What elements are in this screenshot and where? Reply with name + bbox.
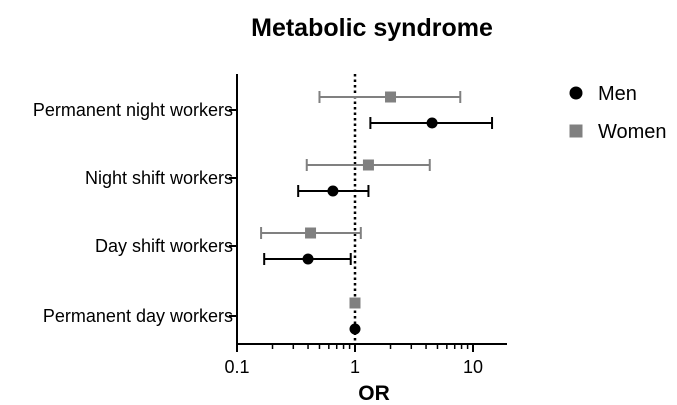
- category-label-2: Day shift workers: [95, 236, 233, 256]
- legend-label-women: Women: [598, 121, 667, 143]
- marks: [260, 91, 494, 335]
- x-tick-label-1: 1: [350, 357, 360, 377]
- legend-label-men: Men: [598, 83, 637, 105]
- men-3-point: [349, 323, 361, 335]
- category-label-0: Permanent night workers: [33, 100, 233, 120]
- x-tick-label-0: 0.1: [224, 357, 249, 377]
- women-1-point: [362, 159, 374, 171]
- women-3-point: [349, 297, 361, 309]
- category-label-1: Night shift workers: [85, 168, 233, 188]
- legend: Men Women: [569, 83, 667, 143]
- men-2-point: [302, 253, 314, 265]
- legend-marker-women: [569, 124, 583, 138]
- axes: 0.1 1 10 Permanent night workers Night shift…: [33, 74, 507, 377]
- x-axis-title: OR: [358, 382, 390, 405]
- x-tick-label-2: 10: [463, 357, 483, 377]
- men-1-point: [327, 185, 339, 197]
- legend-marker-men: [569, 86, 583, 100]
- women-2-point: [305, 227, 317, 239]
- men-0-point: [426, 117, 438, 129]
- women-0-point: [385, 91, 397, 103]
- category-label-3: Permanent day workers: [43, 306, 233, 326]
- chart-title: Metabolic syndrome: [251, 14, 493, 42]
